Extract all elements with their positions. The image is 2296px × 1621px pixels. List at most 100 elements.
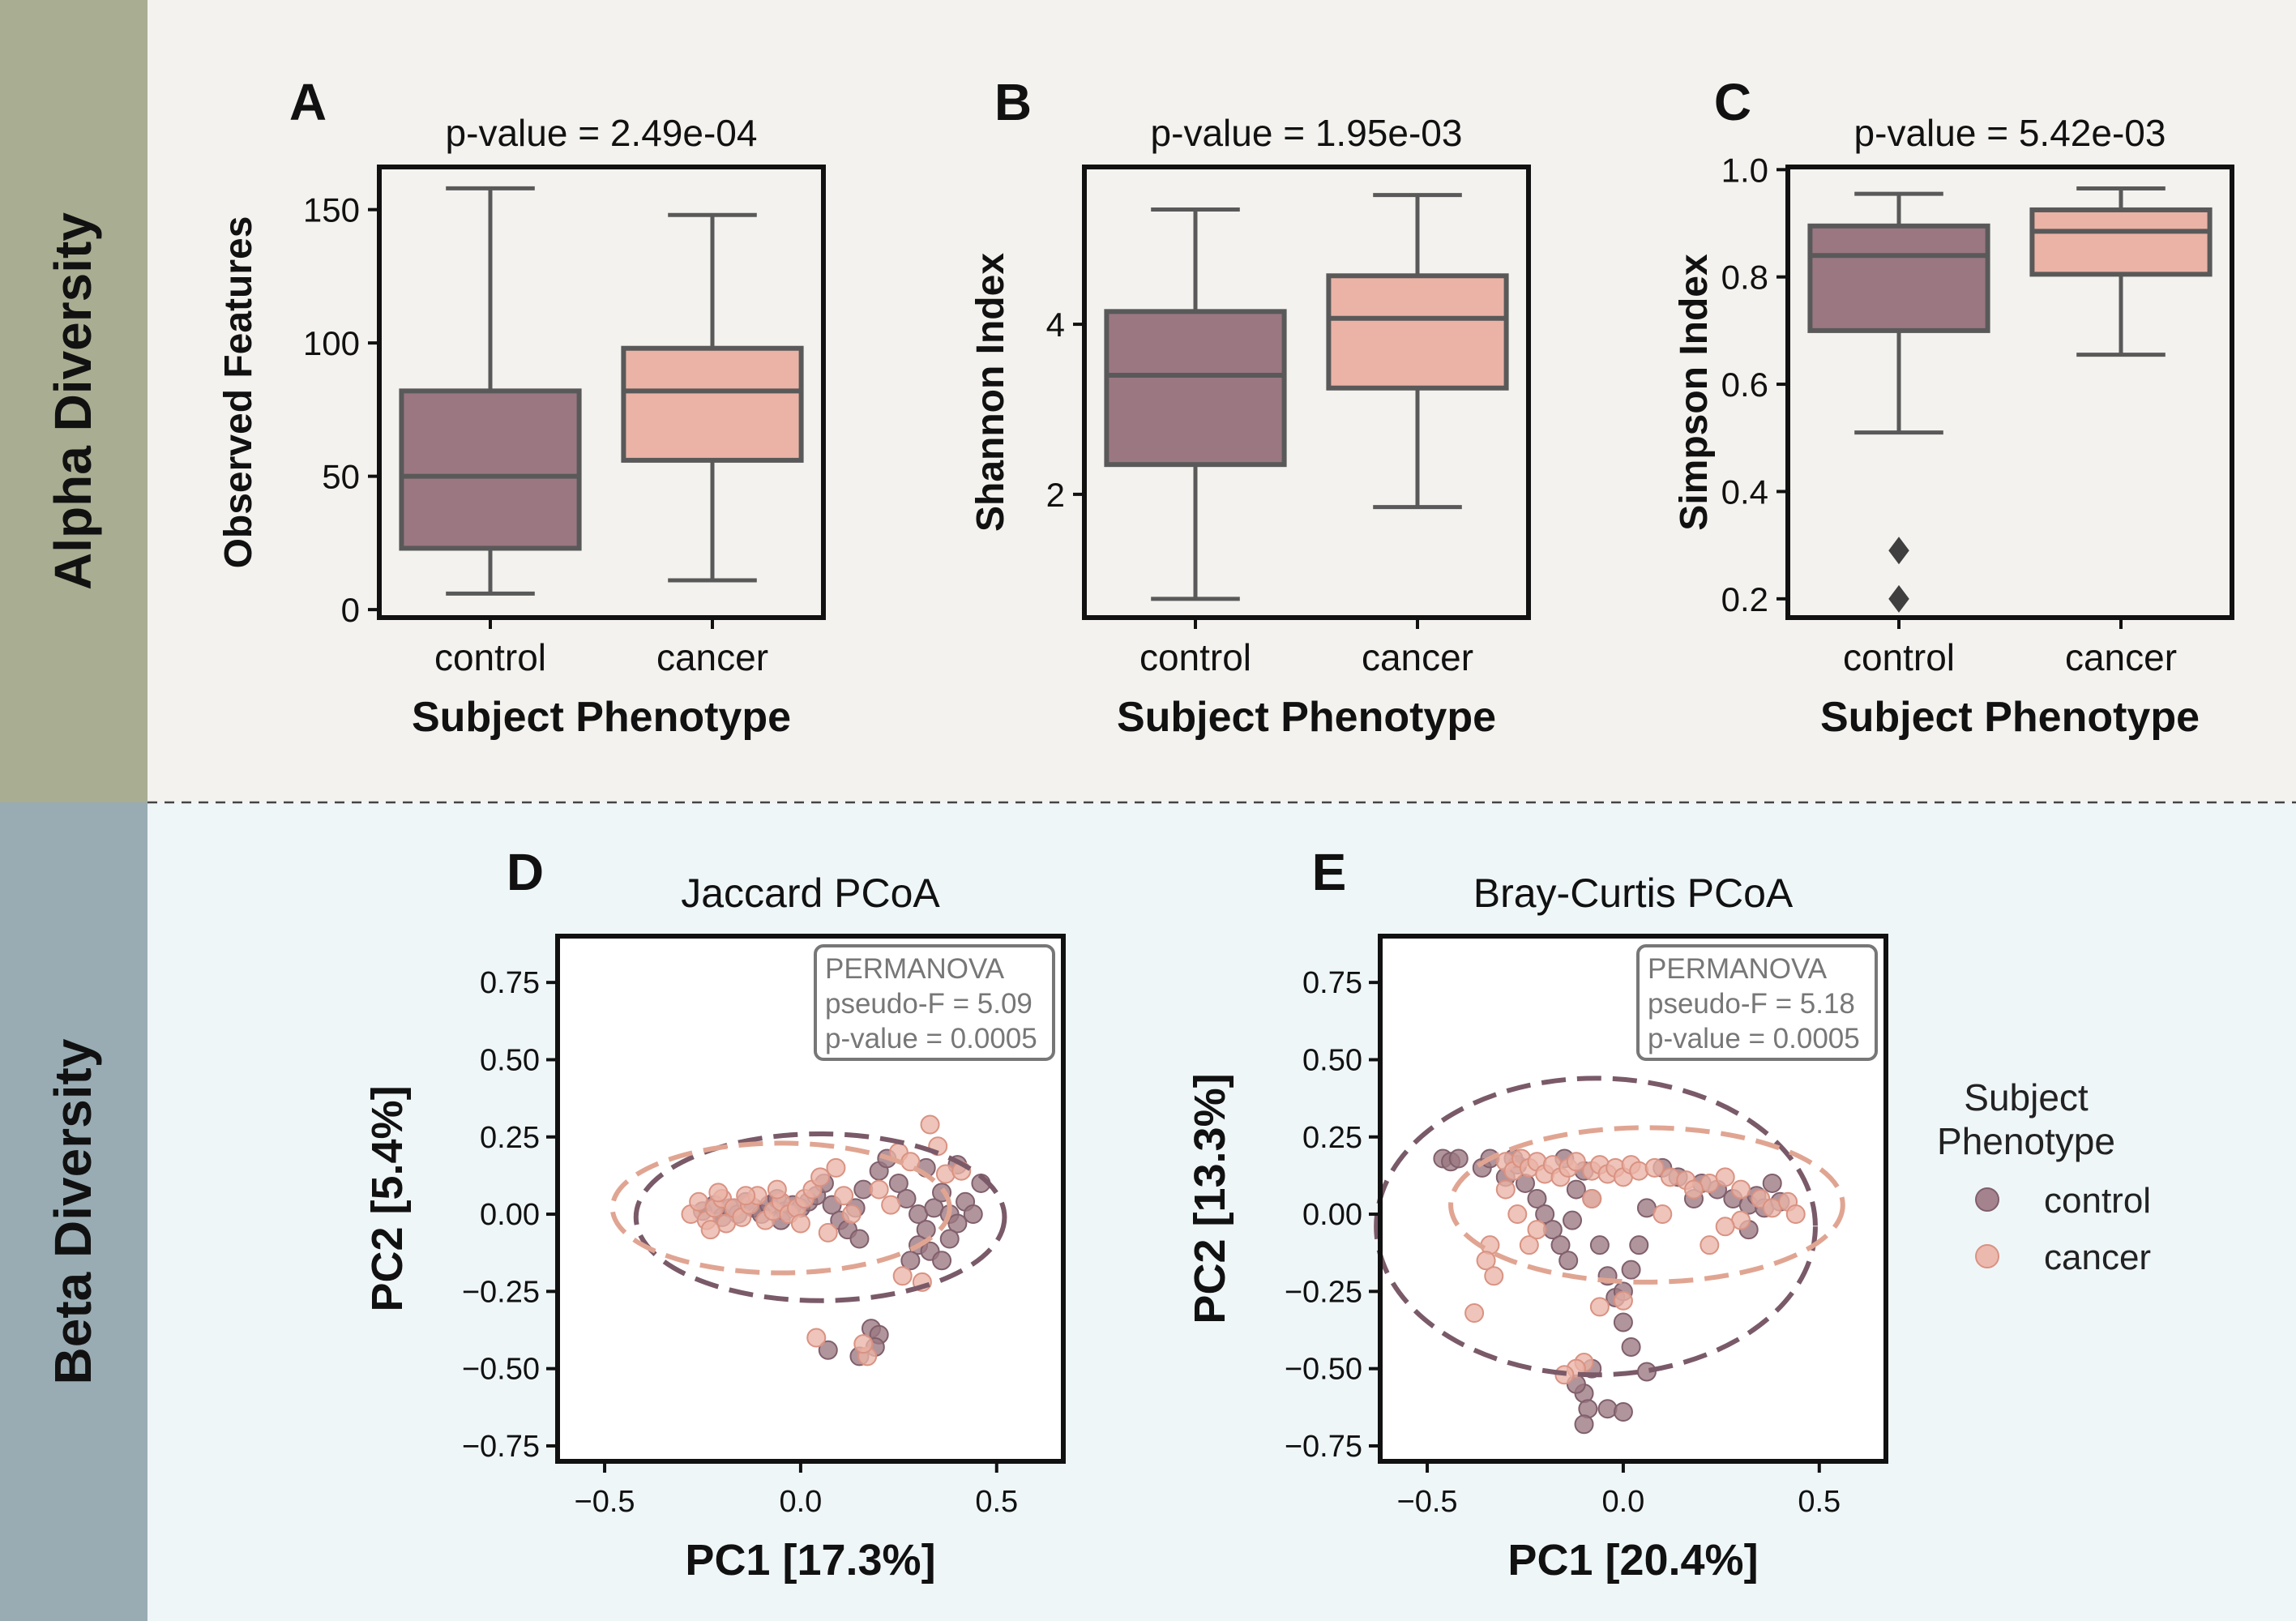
plot-frame xyxy=(1785,165,2234,620)
y-tick-label: 0.75 xyxy=(1302,966,1362,1000)
box-iqr-cancer xyxy=(1326,273,1509,391)
legend-title-line1: Subject xyxy=(1964,1076,2089,1118)
point-cancer xyxy=(790,1213,810,1234)
point-cancer xyxy=(881,1195,901,1215)
y-tick-label: 0.8 xyxy=(1721,259,1768,297)
beta-section-background xyxy=(0,802,2296,1621)
point-cancer xyxy=(806,1328,827,1348)
point-cancer xyxy=(1484,1266,1504,1286)
point-control xyxy=(888,1173,909,1193)
outlier-control xyxy=(1888,537,1909,565)
ellipse-control xyxy=(633,1131,1007,1303)
x-tick-label-control: control xyxy=(1139,636,1251,678)
point-control xyxy=(1636,1362,1657,1382)
y-axis-label: PC2 [13.3%] xyxy=(1186,1073,1234,1324)
point-control xyxy=(1621,1260,1641,1280)
point-cancer xyxy=(935,1164,956,1184)
point-cancer xyxy=(826,1157,846,1178)
box-cancer xyxy=(2029,186,2213,357)
point-control xyxy=(1550,1235,1571,1255)
point-control xyxy=(947,1213,968,1234)
point-control xyxy=(849,1229,870,1249)
y-tick-label: 1.0 xyxy=(1721,151,1768,189)
y-tick-label: 0.75 xyxy=(480,966,540,1000)
point-control xyxy=(1527,1189,1547,1208)
point-control xyxy=(1558,1251,1579,1271)
y-tick-label: 0.00 xyxy=(1302,1198,1362,1232)
y-tick-label: −0.75 xyxy=(1285,1430,1362,1464)
point-control xyxy=(1597,1399,1618,1419)
point-cancer xyxy=(1644,1157,1665,1178)
point-cancer xyxy=(1476,1251,1496,1271)
point-control xyxy=(1566,1179,1586,1200)
box-cancer xyxy=(1326,193,1509,510)
y-tick-label: 150 xyxy=(303,191,360,229)
point-cancer xyxy=(1582,1189,1602,1208)
permanova-box xyxy=(814,944,1055,1061)
plot-frame xyxy=(377,165,826,620)
point-cancer xyxy=(1660,1167,1680,1187)
y-tick-label: 0.50 xyxy=(480,1043,540,1077)
permanova-line-2: p-value = 0.0005 xyxy=(1648,1023,1860,1054)
ellipse-cancer xyxy=(1448,1125,1845,1285)
point-cancer xyxy=(1715,1217,1735,1237)
x-axis-label: Subject Phenotype xyxy=(1117,694,1496,741)
permanova-line-1: pseudo-F = 5.18 xyxy=(1648,988,1855,1020)
y-tick-label: −0.25 xyxy=(1285,1275,1362,1309)
point-control xyxy=(818,1340,838,1360)
point-control xyxy=(1535,1204,1555,1225)
y-tick-label: 0.2 xyxy=(1721,580,1768,618)
point-cancer xyxy=(810,1167,831,1187)
y-tick-label: −0.75 xyxy=(462,1430,540,1464)
box-cancer xyxy=(621,212,804,583)
point-control xyxy=(1448,1148,1469,1169)
point-control xyxy=(1613,1312,1633,1332)
point-cancer xyxy=(1715,1167,1735,1187)
point-cancer xyxy=(1495,1179,1516,1200)
point-cancer xyxy=(1589,1297,1610,1317)
point-cancer xyxy=(1613,1290,1633,1311)
permanova-line-0: PERMANOVA xyxy=(1648,953,1828,985)
box-iqr-control xyxy=(1104,309,1287,468)
y-tick-label: −0.25 xyxy=(462,1275,540,1309)
box-control xyxy=(1104,207,1287,601)
point-cancer xyxy=(869,1179,889,1200)
point-cancer xyxy=(892,1266,913,1286)
box-iqr-cancer xyxy=(621,345,804,463)
x-axis-label: PC1 [20.4%] xyxy=(1507,1536,1758,1585)
y-tick-label: 50 xyxy=(322,458,360,496)
y-tick-label: 0.00 xyxy=(480,1198,540,1232)
point-cancer xyxy=(1683,1179,1704,1200)
point-cancer xyxy=(708,1183,729,1203)
y-tick-label: 2 xyxy=(1046,476,1065,514)
point-control xyxy=(939,1229,960,1249)
point-cancer xyxy=(736,1186,756,1206)
legend-label-control: control xyxy=(2044,1181,2151,1221)
y-tick-label: 100 xyxy=(303,324,360,362)
point-control xyxy=(1762,1173,1782,1193)
alpha-band xyxy=(0,0,148,802)
x-axis-label: Subject Phenotype xyxy=(1820,694,2200,741)
plot-frame xyxy=(555,934,1066,1464)
plot-frame xyxy=(1082,165,1531,620)
chart-title: Bray-Curtis PCoA xyxy=(1473,870,1794,916)
box-iqr-control xyxy=(1807,223,1990,333)
point-cancer xyxy=(1700,1235,1720,1255)
point-control xyxy=(1589,1235,1610,1255)
point-cancer xyxy=(1527,1220,1547,1240)
y-tick-label: −0.50 xyxy=(462,1353,540,1387)
point-control xyxy=(932,1251,952,1271)
x-axis-label: Subject Phenotype xyxy=(412,694,791,741)
points xyxy=(1433,1148,1806,1435)
chart-title: Jaccard PCoA xyxy=(681,870,940,916)
permanova-line-1: pseudo-F = 5.09 xyxy=(825,988,1033,1020)
point-cancer xyxy=(1731,1179,1751,1200)
legend-marker-cancer xyxy=(1975,1244,1999,1268)
y-tick-label: 4 xyxy=(1046,306,1065,344)
point-cancer xyxy=(834,1186,854,1206)
permanova-line-0: PERMANOVA xyxy=(825,953,1005,985)
x-tick-label: 0.5 xyxy=(1798,1485,1841,1519)
